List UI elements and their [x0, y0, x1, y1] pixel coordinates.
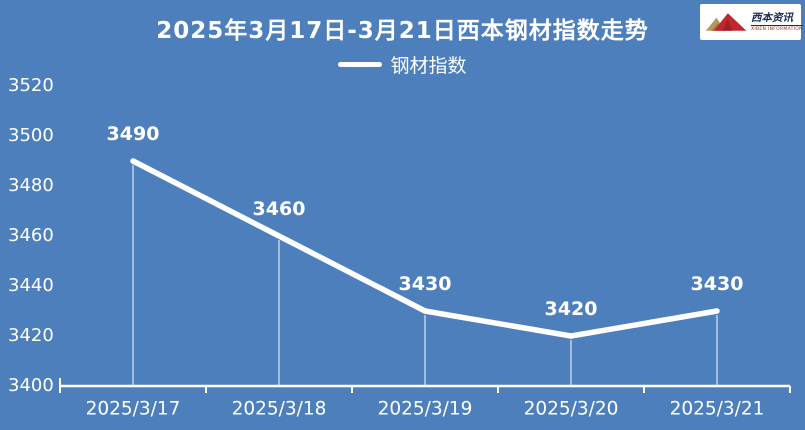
- series-line: [130, 158, 720, 339]
- xiben-logo: 西本资讯 XIBEN INFORMATION: [700, 4, 803, 40]
- x-axis-tick-label: 2025/3/17: [85, 398, 181, 420]
- legend-label: 钢材指数: [390, 54, 467, 77]
- data-point-label: 3430: [690, 273, 744, 295]
- y-axis-tick-label: 3460: [8, 225, 54, 246]
- chart-title: 2025年3月17日-3月21日西本钢材指数走势: [156, 18, 649, 44]
- y-axis-tick-label: 3400: [8, 375, 54, 396]
- y-axis-tick-label: 3520: [8, 75, 54, 96]
- y-axis-tick-label: 3420: [8, 325, 54, 346]
- legend-line-marker-icon: [338, 61, 383, 67]
- data-point-label: 3420: [544, 298, 598, 320]
- data-point-label: 3490: [106, 123, 160, 145]
- y-axis-tick-label: 3500: [8, 125, 54, 146]
- data-point-label: 3430: [398, 273, 452, 295]
- y-axis-tick-label: 3480: [8, 175, 54, 196]
- logo-text-block: 西本资讯 XIBEN INFORMATION: [751, 12, 803, 33]
- x-axis-tick-label: 2025/3/20: [523, 398, 619, 420]
- mountain-logo-icon: [705, 13, 747, 31]
- data-point-label: 3460: [252, 198, 306, 220]
- x-axis-tick-label: 2025/3/21: [669, 398, 765, 420]
- x-axis-tick-label: 2025/3/19: [377, 398, 473, 420]
- logo-cn-text: 西本资讯: [751, 12, 803, 26]
- x-axis-tick-label: 2025/3/18: [231, 398, 327, 420]
- logo-en-text: XIBEN INFORMATION: [751, 26, 803, 32]
- y-axis-tick-label: 3440: [8, 275, 54, 296]
- legend: 钢材指数: [0, 53, 805, 77]
